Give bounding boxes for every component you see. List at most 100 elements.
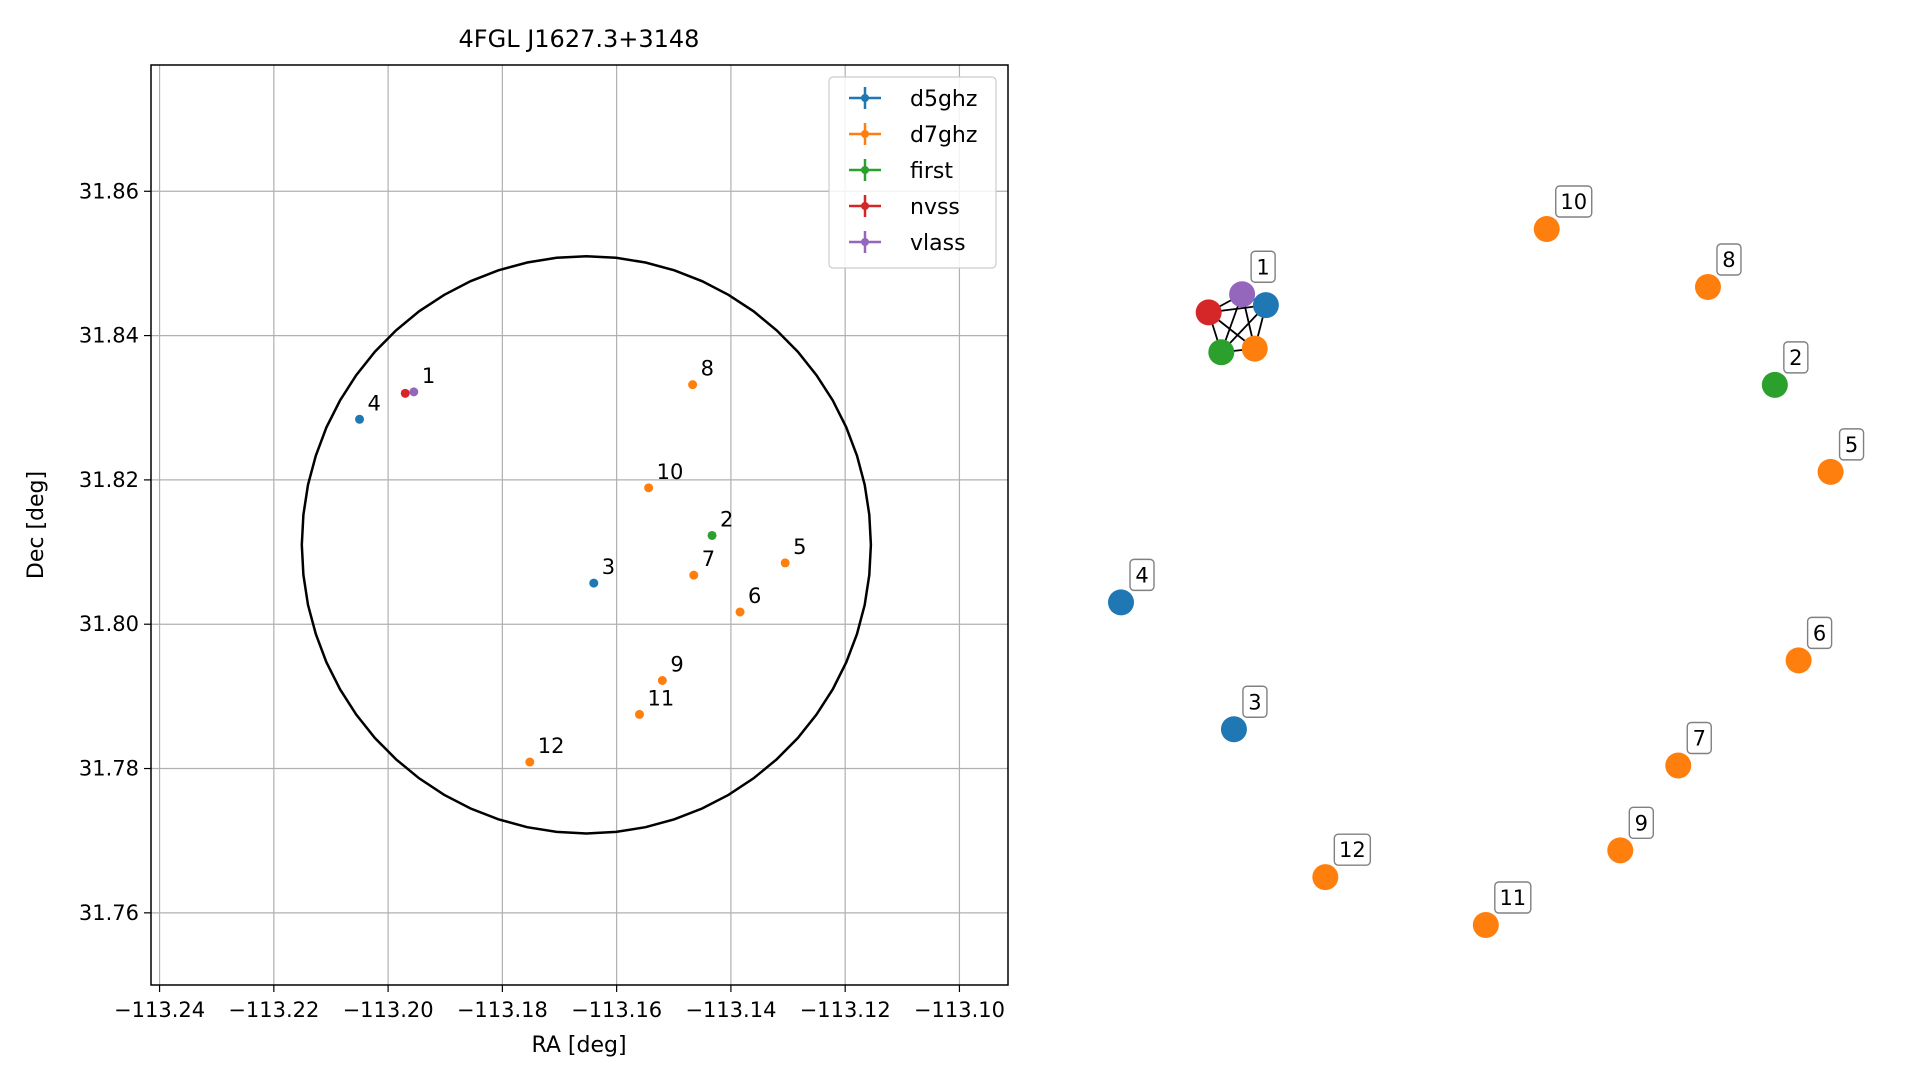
y-axis-ticks: 31.76 31.78 31.80 31.82 31.84 31.86 bbox=[79, 179, 151, 925]
legend-label: vlass bbox=[910, 231, 966, 256]
data-points bbox=[355, 380, 790, 767]
legend-marker-dot bbox=[861, 94, 869, 102]
network-node-d7ghz bbox=[1785, 647, 1812, 674]
node-label-text: 8 bbox=[1722, 248, 1735, 272]
legend-item-vlass: vlass bbox=[849, 231, 966, 256]
data-point-d7ghz bbox=[657, 675, 667, 685]
network-node-label: 10 bbox=[1555, 185, 1593, 218]
legend-marker-dot bbox=[861, 202, 869, 210]
node-label-text: 9 bbox=[1635, 811, 1648, 835]
node-label-text: 3 bbox=[1248, 690, 1261, 714]
network-node-label: 1 bbox=[1250, 250, 1276, 283]
x-tick-label: −113.16 bbox=[571, 998, 662, 1022]
network-node-d5ghz bbox=[1252, 292, 1279, 319]
point-label: 10 bbox=[657, 460, 684, 484]
y-tick-label: 31.86 bbox=[79, 179, 139, 203]
x-tick-label: −113.20 bbox=[343, 998, 434, 1022]
network-node-d7ghz bbox=[1312, 864, 1339, 891]
y-tick-label: 31.78 bbox=[79, 757, 139, 781]
x-axis-ticks: −113.24 −113.22 −113.20 −113.18 −113.16 −113.… bbox=[114, 985, 1005, 1022]
node-label-box bbox=[1806, 616, 1833, 650]
network-node-d7ghz bbox=[1665, 752, 1692, 779]
node-label-box bbox=[1783, 341, 1809, 374]
y-tick-label: 31.82 bbox=[79, 468, 139, 492]
data-point-d7ghz bbox=[634, 709, 644, 719]
network-node-label: 12 bbox=[1333, 833, 1372, 866]
node-label-box bbox=[1250, 250, 1276, 283]
node-label-box bbox=[1555, 185, 1593, 218]
data-point-d7ghz bbox=[525, 757, 535, 767]
data-point-vlass bbox=[409, 387, 419, 397]
legend-label: first bbox=[910, 159, 953, 184]
data-point-nvss bbox=[400, 388, 410, 398]
point-label: 6 bbox=[748, 584, 761, 608]
uncertainty-ellipse bbox=[300, 254, 873, 835]
node-label-box bbox=[1333, 833, 1372, 866]
point-label: 4 bbox=[368, 391, 381, 415]
x-tick-label: −113.10 bbox=[914, 998, 1005, 1022]
point-label: 1 bbox=[422, 364, 435, 388]
network-node-label: 5 bbox=[1838, 428, 1865, 461]
node-label-box bbox=[1686, 721, 1712, 755]
network-node-label: 8 bbox=[1716, 243, 1742, 276]
node-label-box bbox=[1242, 685, 1268, 718]
legend-item-d5ghz: d5ghz bbox=[849, 87, 977, 112]
data-point-d5ghz bbox=[589, 578, 599, 588]
network-node-nvss bbox=[1195, 299, 1222, 326]
network-node-d7ghz bbox=[1472, 912, 1499, 938]
network-node-d7ghz bbox=[1817, 458, 1844, 485]
legend-item-d7ghz: d7ghz bbox=[849, 123, 977, 148]
network-node-label: 11 bbox=[1494, 881, 1532, 914]
network-node-label: 2 bbox=[1783, 341, 1809, 374]
node-label-box bbox=[1716, 243, 1742, 276]
x-tick-label: −113.24 bbox=[114, 998, 205, 1022]
network-node-d7ghz bbox=[1241, 335, 1268, 362]
sky-map-chart: 4FGL J1627.3+3148 3 4 5 6 7 8 9 10 11 12 2 1 −113.2… bbox=[24, 25, 1009, 1058]
y-axis-label: Dec [deg] bbox=[24, 471, 49, 579]
node-label-text: 7 bbox=[1693, 727, 1706, 751]
point-label: 9 bbox=[670, 652, 683, 676]
network-node-d7ghz bbox=[1533, 216, 1560, 242]
data-point-d7ghz bbox=[689, 570, 699, 580]
point-label: 2 bbox=[720, 507, 733, 531]
legend-marker-dot bbox=[861, 238, 869, 246]
legend-item-nvss: nvss bbox=[849, 195, 960, 220]
legend-marker-dot bbox=[861, 130, 869, 138]
y-tick-label: 31.76 bbox=[79, 901, 139, 925]
node-label-box bbox=[1838, 428, 1865, 461]
point-label: 7 bbox=[702, 547, 715, 571]
x-axis-label: RA [deg] bbox=[531, 1033, 626, 1058]
point-label: 11 bbox=[647, 686, 674, 710]
network-node-label: 7 bbox=[1686, 721, 1712, 755]
network-node-label: 9 bbox=[1628, 806, 1654, 840]
data-point-d7ghz bbox=[688, 380, 698, 390]
network-node-d5ghz bbox=[1108, 589, 1134, 616]
legend: d5ghz d7ghz first nvss vlass bbox=[828, 76, 997, 269]
x-tick-label: −113.14 bbox=[685, 998, 776, 1022]
network-node-first bbox=[1208, 339, 1235, 366]
node-label-text: 5 bbox=[1845, 433, 1858, 457]
point-label: 8 bbox=[701, 357, 714, 381]
y-tick-label: 31.84 bbox=[79, 324, 139, 348]
legend-item-first: first bbox=[849, 159, 953, 184]
network-node-first bbox=[1761, 371, 1788, 398]
network-node-d5ghz bbox=[1220, 716, 1247, 743]
legend-marker-dot bbox=[861, 166, 869, 174]
point-label: 3 bbox=[602, 555, 615, 579]
network-nodes bbox=[1108, 216, 1844, 938]
y-tick-label: 31.80 bbox=[79, 612, 139, 636]
node-label-text: 6 bbox=[1813, 621, 1826, 645]
node-label-text: 1 bbox=[1256, 255, 1269, 279]
network-node-vlass bbox=[1229, 281, 1256, 308]
network-node-d7ghz bbox=[1607, 837, 1634, 864]
data-point-d7ghz bbox=[644, 483, 654, 493]
x-tick-label: −113.22 bbox=[228, 998, 319, 1022]
plot-frame bbox=[150, 64, 1009, 986]
data-point-d7ghz bbox=[735, 607, 745, 617]
point-labels: 3 4 5 6 7 8 9 10 11 12 2 1 bbox=[368, 357, 807, 758]
legend-label: d5ghz bbox=[910, 87, 977, 112]
data-point-d5ghz bbox=[355, 414, 365, 424]
